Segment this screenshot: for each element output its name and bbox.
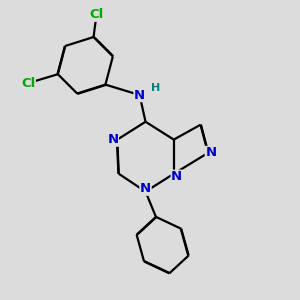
Text: Cl: Cl <box>89 8 103 21</box>
Text: Cl: Cl <box>21 76 35 90</box>
Text: N: N <box>171 170 182 183</box>
Text: N: N <box>134 88 145 101</box>
Text: N: N <box>107 133 118 146</box>
Text: N: N <box>206 146 217 160</box>
Text: H: H <box>151 83 160 94</box>
Text: N: N <box>140 182 151 195</box>
